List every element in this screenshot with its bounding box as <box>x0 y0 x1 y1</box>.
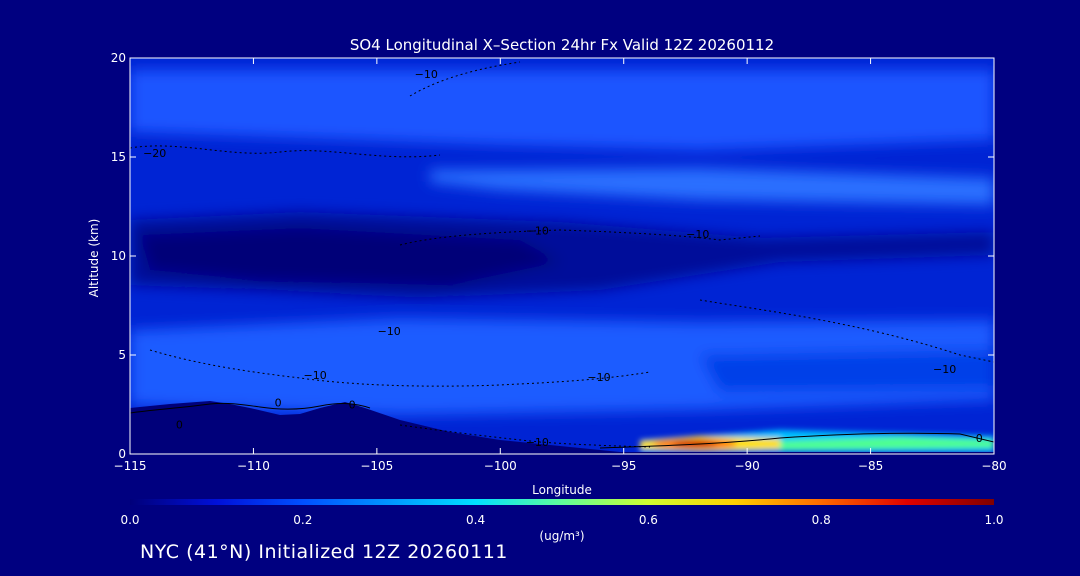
x-tick-label: −95 <box>611 459 636 473</box>
x-axis-label: Longitude <box>532 483 592 497</box>
footer-info: NYC (41°N) Initialized 12Z 20260111 <box>140 541 508 563</box>
contour-label: −10 <box>933 363 956 376</box>
y-axis: 0 5 10 15 20 <box>111 51 994 461</box>
temperature-contours <box>130 61 994 449</box>
chart-title: SO4 Longitudinal X–Section 24hr Fx Valid… <box>350 36 774 54</box>
contour-line-20 <box>130 145 441 158</box>
y-axis-label: Altitude (km) <box>87 219 101 298</box>
boundary-layer-green-east <box>780 437 994 450</box>
y-tick-label: 15 <box>111 150 126 164</box>
x-tick-label: −105 <box>360 459 393 473</box>
contour-label: −10 <box>526 224 549 237</box>
y-tick-label: 10 <box>111 249 126 263</box>
contour-line-10-mid <box>399 229 761 246</box>
x-tick-label: −115 <box>114 459 147 473</box>
contour-line-10-top <box>409 61 521 97</box>
colorbar-unit-label: (ug/m³) <box>539 529 584 543</box>
colorbar-tick-label: 1.0 <box>984 513 1003 527</box>
contour-line-0-west <box>130 402 371 414</box>
contour-label: −10 <box>587 371 610 384</box>
x-tick-label: −110 <box>237 459 270 473</box>
contour-line-0-east <box>599 432 994 449</box>
colorbar-tick-label: 0.6 <box>639 513 658 527</box>
colorbar-tick-label: 0.2 <box>293 513 312 527</box>
x-axis: −115 −110 −105 −100 −95 −90 −85 −80 <box>114 58 1007 473</box>
contour-label: −20 <box>143 147 166 160</box>
band-upper-brighter <box>430 168 994 205</box>
colorbar-tick-label: 0.0 <box>120 513 139 527</box>
contour-label: −10 <box>415 68 438 81</box>
contour-label: −10 <box>526 436 549 449</box>
contour-line-10-low <box>399 424 651 448</box>
contour-label: 0 <box>976 432 983 445</box>
plot-area: −20 −10 −10 −10 −10 −10 −10 −10 −10 0 0 0 0 <box>130 58 994 454</box>
x-tick-label: −90 <box>734 459 759 473</box>
y-tick-label: 20 <box>111 51 126 65</box>
band-mid-darkest <box>140 228 560 285</box>
colorbar-tick-label: 0.8 <box>812 513 831 527</box>
x-tick-label: −100 <box>484 459 517 473</box>
x-tick-label: −85 <box>858 459 883 473</box>
band-right-mid <box>700 350 994 392</box>
colorbar-ticks: 0.0 0.2 0.4 0.6 0.8 1.0 <box>120 513 1003 527</box>
contour-line-10-right <box>699 299 994 363</box>
contour-label: −10 <box>378 325 401 338</box>
contour-labels: −20 −10 −10 −10 −10 −10 −10 −10 −10 0 0 0 0 <box>143 68 983 449</box>
terrain <box>130 401 994 454</box>
contour-label: −10 <box>686 228 709 241</box>
contour-label: 0 <box>349 399 356 412</box>
colorbar <box>130 499 994 505</box>
contour-label: 0 <box>275 397 282 410</box>
colorbar-tick-label: 0.4 <box>466 513 485 527</box>
y-tick-label: 0 <box>118 447 126 461</box>
contour-label: −10 <box>304 369 327 382</box>
contour-line-10-left <box>149 349 651 387</box>
x-tick-label: −80 <box>981 459 1006 473</box>
y-tick-label: 5 <box>118 348 126 362</box>
contour-label: 0 <box>176 418 183 431</box>
band-upper-light <box>130 70 994 150</box>
